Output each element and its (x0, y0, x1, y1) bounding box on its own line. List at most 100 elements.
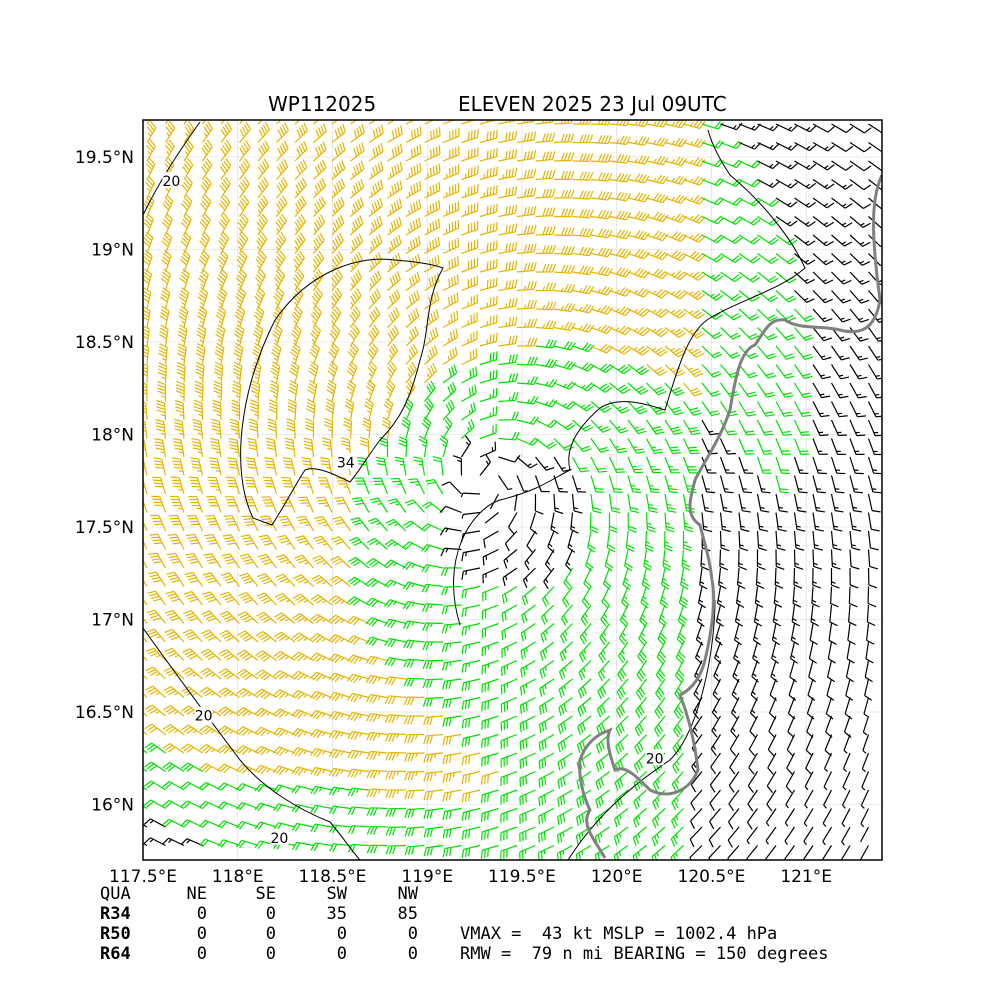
wind-barb (646, 364, 668, 377)
wind-barb (606, 530, 616, 553)
wind-barb (347, 692, 370, 703)
wind-barb (757, 234, 779, 246)
wind-barb (143, 655, 148, 661)
wind-barb (347, 768, 370, 778)
wind-barb (144, 704, 166, 717)
wind-barb (535, 378, 558, 388)
wind-barb (738, 271, 761, 283)
wind-barb (158, 343, 168, 365)
wind-barb (534, 475, 550, 493)
wind-barb (765, 808, 777, 827)
wind-barb (424, 362, 437, 384)
wind-barb (480, 844, 499, 859)
wind-barb (268, 399, 278, 421)
wind-barb (664, 438, 682, 455)
wind-barb (646, 230, 669, 242)
wind-barb (519, 696, 536, 714)
wind-barb (481, 770, 499, 786)
wind-barb (271, 342, 282, 365)
wind-barb (830, 586, 839, 608)
wind-barb (500, 752, 518, 768)
wind-barb (481, 622, 499, 638)
wind-barb (347, 654, 370, 665)
wind-barb (461, 312, 478, 329)
wind-barb (481, 807, 499, 822)
wind-barb (189, 476, 204, 495)
wind-barb (234, 305, 246, 328)
wind-barb (690, 808, 703, 829)
wind-barb (404, 770, 425, 781)
wind-barb (180, 213, 192, 236)
wind-barb (827, 641, 836, 664)
wind-barb (461, 641, 481, 655)
wind-barb (830, 401, 848, 418)
wind-barb (729, 752, 740, 775)
wind-barb (701, 475, 716, 494)
wind-barb (200, 667, 222, 680)
wind-barb (560, 604, 573, 626)
wind-barb (867, 567, 878, 589)
wind-barb (784, 808, 796, 827)
wind-barb (367, 361, 378, 384)
wind-barb (632, 826, 647, 847)
wind-barb (207, 476, 222, 495)
wind-barb (390, 477, 407, 495)
wind-barb (711, 697, 722, 720)
wind-barb (461, 715, 481, 729)
wind-barb (769, 678, 778, 701)
wind-barb (748, 734, 759, 757)
table-header-cell: SE (255, 884, 276, 904)
wind-barb (577, 697, 592, 717)
wind-barb (267, 418, 278, 439)
wind-barb (290, 324, 302, 347)
wind-barb (746, 826, 758, 845)
wind-barb (864, 660, 873, 683)
wind-barb (683, 176, 706, 186)
wind-barb (572, 401, 594, 412)
wind-barb (500, 807, 518, 823)
wind-barb (646, 211, 669, 223)
wind-barb (385, 826, 407, 836)
wind-barb (621, 586, 630, 609)
wind-barb (664, 156, 687, 167)
wind-barb (441, 641, 462, 653)
wind-barb (383, 398, 394, 421)
wind-barb (557, 789, 573, 808)
wind-barb (794, 345, 814, 361)
wind-barb (519, 715, 536, 733)
wind-barb (222, 534, 241, 550)
wind-barb (218, 231, 230, 254)
wind-barb (683, 271, 706, 281)
wind-barb (595, 752, 610, 772)
wind-barb (841, 808, 851, 828)
wind-barb (294, 141, 308, 162)
wind-barb (442, 120, 456, 125)
wind-barb (424, 327, 439, 347)
wind-barb (245, 457, 259, 476)
wind-barb (273, 287, 285, 310)
wind-barb (366, 807, 388, 817)
contour-label: 20 (195, 709, 213, 725)
wind-barb (590, 172, 613, 182)
wind-barb (683, 345, 705, 358)
wind-barb (484, 512, 499, 524)
wind-barb (597, 660, 610, 682)
wind-barb (627, 288, 650, 298)
wind-barb (756, 401, 775, 417)
wind-barb (368, 234, 383, 254)
wind-barb (571, 475, 587, 493)
wind-barb (423, 715, 444, 726)
wind-barb (481, 604, 499, 620)
y-axis-ticks: 16°N16.5°N17°N17.5°N18°N18.5°N19°N19.5°N (75, 148, 134, 816)
wind-barb (331, 141, 346, 162)
wind-barb (812, 197, 835, 209)
wind-barb (143, 305, 151, 328)
wind-barb (297, 496, 315, 513)
wind-barb (405, 181, 422, 199)
wind-barb (810, 604, 819, 627)
wind-barb (604, 549, 614, 572)
wind-barb (404, 844, 425, 856)
wind-barb (614, 771, 629, 791)
wind-barb (608, 493, 621, 514)
